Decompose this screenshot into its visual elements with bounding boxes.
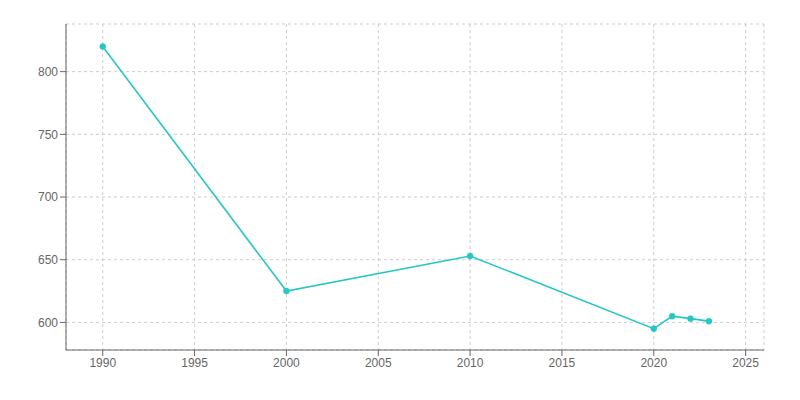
svg-text:800: 800 [38,65,58,79]
svg-text:750: 750 [38,128,58,142]
svg-text:2015: 2015 [549,356,576,370]
svg-text:2020: 2020 [640,356,667,370]
svg-text:2005: 2005 [365,356,392,370]
svg-text:700: 700 [38,190,58,204]
svg-text:1995: 1995 [181,356,208,370]
svg-text:650: 650 [38,253,58,267]
svg-text:2010: 2010 [457,356,484,370]
svg-text:2000: 2000 [273,356,300,370]
svg-text:600: 600 [38,316,58,330]
svg-text:2025: 2025 [732,356,759,370]
svg-text:1990: 1990 [89,356,116,370]
